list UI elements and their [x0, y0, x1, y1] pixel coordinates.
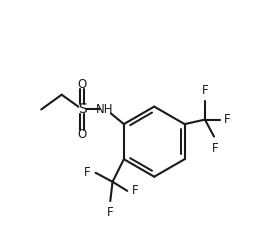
Text: F: F [132, 184, 139, 197]
Text: F: F [224, 113, 231, 126]
Text: O: O [77, 128, 87, 141]
Text: NH: NH [96, 103, 113, 116]
Text: O: O [77, 78, 87, 91]
Text: F: F [107, 206, 114, 219]
Text: F: F [202, 84, 208, 96]
Text: F: F [212, 142, 218, 155]
Text: F: F [84, 166, 91, 179]
Text: S: S [78, 102, 86, 116]
